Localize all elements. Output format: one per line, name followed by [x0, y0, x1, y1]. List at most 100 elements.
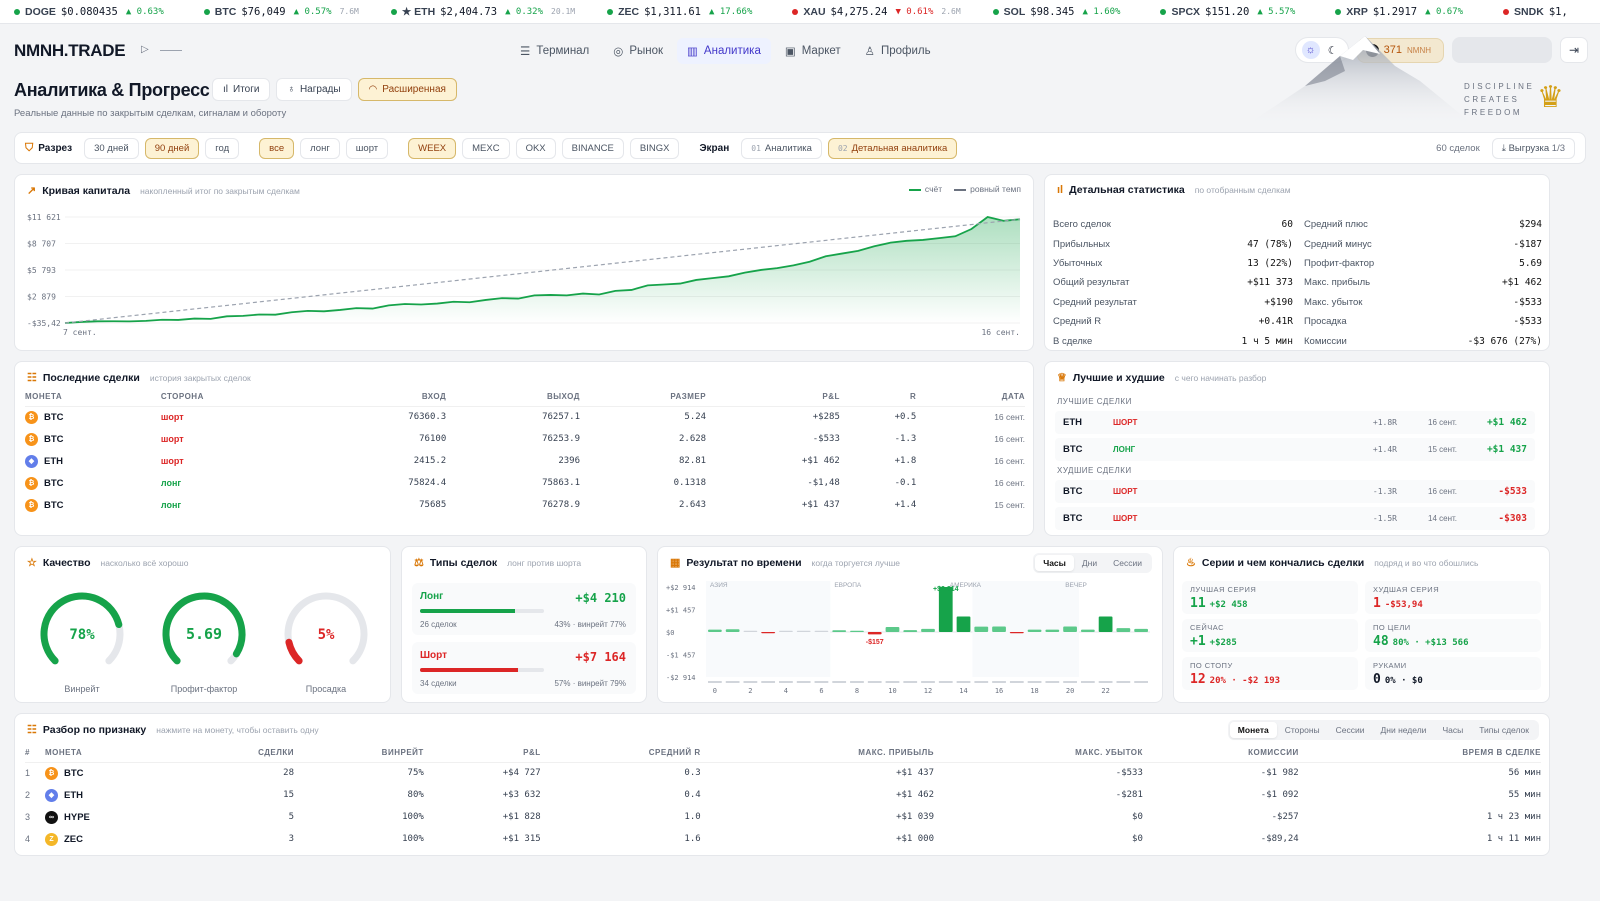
trade-row[interactable]: ETH ШОРТ +1.8R 16 сент. +$1 462 — [1055, 411, 1535, 434]
breakdown-tab[interactable]: Сессии — [1335, 725, 1365, 735]
col-header[interactable]: МОНЕТА — [45, 744, 184, 763]
nav-profile[interactable]: ♙ Профиль — [864, 45, 931, 58]
col-header[interactable]: ВИНРЕЙТ — [294, 744, 424, 763]
col-header[interactable]: ВРЕМЯ В СДЕЛКЕ — [1298, 744, 1541, 763]
time-bar[interactable] — [850, 630, 864, 632]
trade-row[interactable]: BTC ШОРТ -1.3R 16 сент. -$533 — [1055, 480, 1535, 503]
col-header[interactable]: R — [839, 388, 917, 407]
ticker-item[interactable]: XAU $4,275.24 ▼ 0.61% 2.6M — [792, 6, 961, 18]
side-long[interactable]: лонг — [300, 137, 340, 159]
table-row[interactable]: 4 Z ZEC 3 100% +$1 315 1.6 +$1 000 $0 -$89,24 1 ч … — [25, 832, 1541, 846]
screen-detailed[interactable]: 02 Детальная аналитика — [827, 137, 958, 159]
col-header[interactable]: # — [25, 744, 45, 763]
time-bar[interactable] — [708, 629, 722, 632]
col-header[interactable]: СДЕЛКИ — [183, 744, 295, 763]
time-bar[interactable] — [1027, 629, 1042, 632]
trade-row[interactable]: BTC ЛОНГ +1.4R 15 сент. +$1 437 — [1055, 438, 1535, 461]
ticker-item[interactable]: SPCX $151.20 ▲ 5.57% — [1160, 6, 1303, 18]
type-box[interactable]: Шорт +$7 164 34 сделки 57% · винрейт 79% — [412, 642, 636, 694]
time-bar[interactable] — [903, 630, 918, 632]
time-bar[interactable] — [992, 626, 1006, 632]
col-header[interactable]: РАЗМЕР — [580, 388, 707, 407]
breakdown-tab[interactable]: Стороны — [1284, 725, 1320, 735]
screen-analytics[interactable]: 01 Аналитика — [741, 137, 822, 159]
time-bar[interactable] — [725, 629, 740, 632]
time-bar[interactable] — [867, 632, 882, 635]
time-bar[interactable] — [779, 630, 793, 632]
exchange-okx[interactable]: OKX — [515, 137, 556, 159]
ticker-item[interactable]: ZEC $1,311.61 ▲ 17.66% — [607, 6, 760, 18]
tab-sessions[interactable]: Сессии — [1113, 558, 1142, 568]
time-bar[interactable] — [1080, 629, 1095, 632]
time-bar[interactable] — [1045, 629, 1060, 632]
tab-rewards[interactable]: ♁ Награды — [276, 78, 352, 101]
table-row[interactable]: ₿ BTC шорт 76360.3 76257.1 5.24 +$285 +0.5 16 се… — [25, 406, 1025, 428]
col-header[interactable]: ДАТА — [916, 388, 1025, 407]
time-bar[interactable] — [761, 632, 776, 634]
table-row[interactable]: 2 ◆ ETH 15 80% +$3 632 0.4 +$1 462 -$281 -$1 092 5… — [25, 788, 1541, 802]
ticker-item[interactable]: DOGE $0.080435 ▲ 0.63% — [14, 6, 172, 18]
tab-hours[interactable]: Часы — [1035, 555, 1074, 571]
table-row[interactable]: 1 ₿ BTC 28 75% +$4 727 0.3 +$1 437 -$533 -$1 982 5… — [25, 766, 1541, 780]
breakdown-tab[interactable]: Монета — [1229, 722, 1277, 738]
breakdown-tab[interactable]: Дни недели — [1380, 725, 1427, 735]
nav-market[interactable]: ◎ Рынок — [613, 45, 664, 58]
time-bar[interactable] — [743, 630, 758, 632]
type-box[interactable]: Лонг +$4 210 26 сделок 43% · винрейт 77% — [412, 583, 636, 635]
period-90d[interactable]: 90 дней — [144, 137, 200, 159]
exchange-binance[interactable]: BINANCE — [561, 137, 624, 159]
time-bar[interactable] — [974, 626, 989, 632]
nav-shop[interactable]: ▣ Маркет — [784, 45, 841, 58]
time-bar[interactable] — [885, 627, 900, 632]
play-icon[interactable]: ▷ — [141, 44, 149, 55]
time-bar[interactable] — [814, 630, 829, 632]
time-bar[interactable] — [796, 630, 811, 632]
table-row[interactable]: ₿ BTC лонг 75824.4 75863.1 0.1318 -$1,48 -0.1 16… — [25, 472, 1025, 494]
col-header[interactable]: КОМИССИИ — [1142, 744, 1299, 763]
breakdown-tab[interactable]: Типы сделок — [1479, 725, 1529, 735]
time-bar[interactable] — [1098, 616, 1113, 632]
logo[interactable]: NMNH.TRADE — [14, 41, 126, 60]
time-bar[interactable] — [1116, 628, 1131, 632]
ticker-item[interactable]: ★ ETH $2,404.73 ▲ 0.32% 20.1M — [390, 6, 575, 18]
col-header[interactable]: ВХОД — [312, 388, 447, 407]
ticker-item[interactable]: BTC $76,049 ▲ 0.57% 7.6M — [203, 6, 359, 18]
col-header[interactable]: СТОРОНА — [160, 388, 313, 407]
sun-icon[interactable]: ☼ — [1301, 41, 1320, 59]
nav-terminal[interactable]: ☰ Терминал — [520, 45, 590, 58]
ticker-item[interactable]: XRP $1.2917 ▲ 0.67% — [1335, 6, 1471, 18]
tab-days[interactable]: Дни — [1081, 558, 1098, 568]
col-header[interactable]: ВЫХОД — [446, 388, 580, 407]
trade-row[interactable]: BTC ШОРТ -1.5R 14 сент. -$303 — [1055, 507, 1535, 530]
tab-advanced[interactable]: ◠ Расширенная — [357, 78, 457, 101]
exchange-bingx[interactable]: BINGX — [629, 137, 680, 159]
table-row[interactable]: ₿ BTC лонг 75685 76278.9 2.643 +$1 437 +1.4 15 с… — [25, 494, 1025, 516]
time-bar[interactable] — [1134, 628, 1148, 632]
time-bar[interactable] — [832, 630, 847, 632]
table-row[interactable]: ◆ ETH шорт 2415.2 2396 82.81 +$1 462 +1.8 16 сен… — [25, 450, 1025, 472]
ticker-item[interactable]: SNDK $1, — [1503, 6, 1584, 18]
time-bar[interactable] — [1063, 626, 1077, 632]
col-header[interactable]: СРЕДНИЙ R — [540, 744, 701, 763]
side-short[interactable]: шорт — [345, 137, 389, 159]
tab-summary[interactable]: ıl Итоги — [212, 78, 271, 101]
period-30d[interactable]: 30 дней — [84, 137, 139, 159]
col-header[interactable]: P&L — [706, 388, 840, 407]
table-row[interactable]: 3 ∞ HYPE 5 100% +$1 828 1.0 +$1 039 $0 -$257 1 ч 2… — [25, 810, 1541, 824]
col-header[interactable]: МАКС. УБЫТОК — [934, 744, 1143, 763]
logout-button[interactable]: ⇥ — [1560, 37, 1588, 63]
moon-icon[interactable]: ☾ — [1327, 44, 1338, 57]
col-header[interactable]: P&L — [423, 744, 541, 763]
ticker-item[interactable]: SOL $98.345 ▲ 1.60% — [992, 6, 1129, 18]
col-header[interactable]: МАКС. ПРИБЫЛЬ — [700, 744, 935, 763]
col-header[interactable]: МОНЕТА — [25, 388, 161, 407]
export-button[interactable]: ⤓ Выгрузка 1/3 — [1491, 137, 1575, 159]
side-all[interactable]: все — [259, 137, 295, 159]
exchange-weex[interactable]: WEEX — [408, 137, 457, 159]
breakdown-tab[interactable]: Часы — [1442, 725, 1464, 735]
time-bar[interactable] — [1009, 632, 1024, 634]
time-bar[interactable] — [938, 587, 953, 632]
table-row[interactable]: ₿ BTC шорт 76100 76253.9 2.628 -$533 -1.3 16 сен… — [25, 428, 1025, 450]
nav-analytics[interactable]: ▥ Аналитика — [677, 38, 771, 64]
exchange-mexc[interactable]: MEXC — [462, 137, 510, 159]
